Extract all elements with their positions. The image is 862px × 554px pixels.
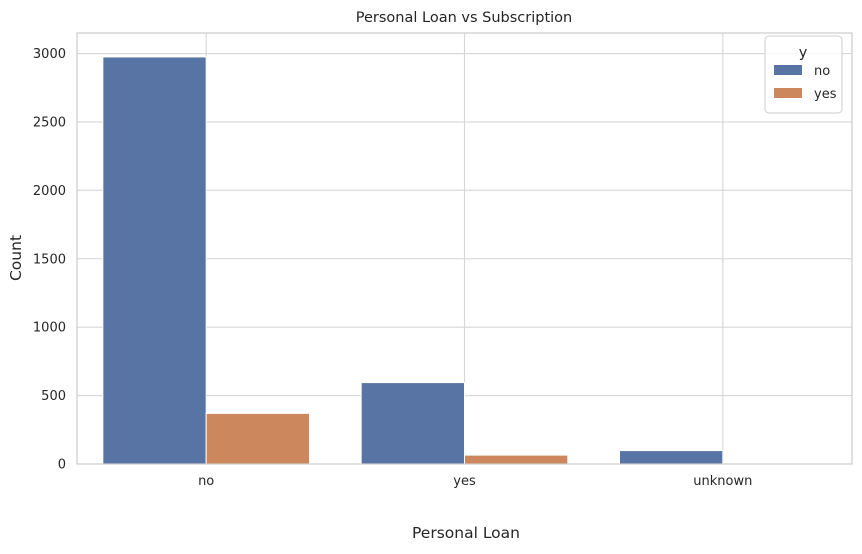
y-tick-label: 1500 bbox=[33, 252, 66, 267]
y-tick-label: 500 bbox=[41, 389, 66, 404]
y-tick-label: 0 bbox=[58, 458, 66, 473]
y-tick-label: 3000 bbox=[33, 47, 66, 62]
bar-yes-yes bbox=[465, 455, 568, 464]
legend: y no yes bbox=[765, 36, 842, 113]
x-axis-label: Personal Loan bbox=[412, 524, 520, 542]
y-tick-label: 1000 bbox=[33, 321, 66, 336]
chart-title: Personal Loan vs Subscription bbox=[356, 10, 572, 26]
bar-no-yes bbox=[361, 383, 464, 464]
y-tick-label: 2500 bbox=[33, 115, 66, 130]
bar-no-unknown bbox=[620, 451, 723, 464]
y-tick-label: 2000 bbox=[33, 184, 66, 199]
legend-title: y bbox=[799, 45, 808, 61]
legend-label-no: no bbox=[814, 64, 830, 79]
x-tick-label: no bbox=[198, 474, 214, 489]
x-tick-label: unknown bbox=[693, 474, 752, 489]
bar-yes-no bbox=[206, 413, 309, 464]
y-axis-label: Count bbox=[7, 235, 25, 281]
y-tick-labels: 0 500 1000 1500 2000 2500 3000 bbox=[33, 47, 66, 472]
x-tick-labels: no yes unknown bbox=[198, 474, 752, 489]
bar-no-no bbox=[103, 57, 206, 464]
legend-swatch-no bbox=[774, 65, 802, 75]
x-tick-label: yes bbox=[453, 474, 476, 489]
legend-label-yes: yes bbox=[814, 87, 837, 102]
legend-swatch-yes bbox=[774, 88, 802, 98]
